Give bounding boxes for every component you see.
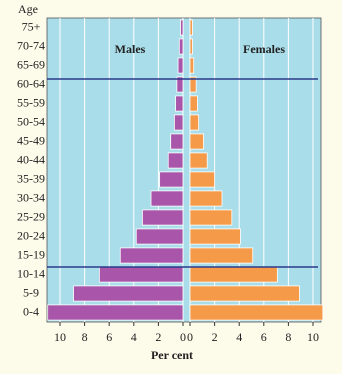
male-bar [135, 228, 184, 245]
female-bar [189, 114, 200, 131]
y-tick-label: 75+ [22, 19, 41, 33]
female-bar [189, 285, 300, 302]
female-bar [189, 57, 195, 74]
x-axis-label: Per cent [151, 348, 193, 362]
y-tick-label: 25-29 [17, 209, 45, 223]
male-bar [180, 19, 184, 36]
x-tick-label: 10 [54, 330, 66, 344]
male-bar [119, 247, 184, 264]
y-tick-label: 10-14 [17, 266, 45, 280]
female-bar [189, 247, 254, 264]
male-bar [98, 266, 184, 283]
y-tick-label: 5-9 [23, 285, 39, 299]
y-tick-label: 30-34 [17, 190, 45, 204]
male-bar [173, 114, 184, 131]
legend-entry: Females [243, 42, 285, 56]
female-bar [189, 76, 197, 93]
male-bar [159, 171, 184, 188]
y-tick-label: 45-49 [17, 133, 45, 147]
x-tick-label: 2 [155, 330, 161, 344]
female-bar [189, 19, 193, 36]
male-bar [142, 209, 184, 226]
female-bar [189, 228, 241, 245]
female-bar [189, 38, 193, 55]
male-bar [175, 95, 184, 112]
y-tick-label: 20-24 [17, 228, 45, 242]
male-bar [150, 190, 184, 207]
female-bar [189, 152, 208, 169]
female-bar [189, 209, 233, 226]
x-tick-label: 0 [187, 330, 193, 344]
male-bar [167, 152, 184, 169]
male-bar [176, 76, 184, 93]
female-bar [189, 95, 198, 112]
x-tick-label: 8 [285, 330, 291, 344]
female-bar [189, 190, 223, 207]
x-tick-label: 4 [236, 330, 242, 344]
y-tick-label: 40-44 [17, 152, 45, 166]
female-bar [189, 171, 216, 188]
y-tick-label: 0-4 [23, 304, 39, 318]
y-axis-label: Age [18, 2, 38, 16]
x-tick-label: 6 [261, 330, 267, 344]
y-tick-label: 55-59 [17, 95, 45, 109]
x-tick-label: 10 [307, 330, 319, 344]
female-bar [189, 133, 204, 150]
bars [47, 19, 324, 321]
plot-area [46, 17, 322, 323]
y-tick-label: 35-39 [17, 171, 45, 185]
male-bar [178, 38, 184, 55]
female-bar [189, 266, 278, 283]
legend-entry: Males [115, 42, 146, 56]
y-tick-label: 15-19 [17, 247, 45, 261]
y-tick-label: 60-64 [17, 76, 45, 90]
x-tick-label: 0 [180, 330, 186, 344]
x-tick-label: 6 [106, 330, 112, 344]
male-bar [47, 304, 184, 321]
x-tick-label: 4 [131, 330, 137, 344]
male-bar [170, 133, 184, 150]
female-bar [189, 304, 324, 321]
male-bar [73, 285, 184, 302]
y-tick-label: 70-74 [17, 38, 45, 52]
male-bar [177, 57, 184, 74]
x-tick-label: 2 [212, 330, 218, 344]
y-tick-label: 65-69 [17, 57, 45, 71]
y-tick-label: 50-54 [17, 114, 45, 128]
x-tick-label: 8 [82, 330, 88, 344]
